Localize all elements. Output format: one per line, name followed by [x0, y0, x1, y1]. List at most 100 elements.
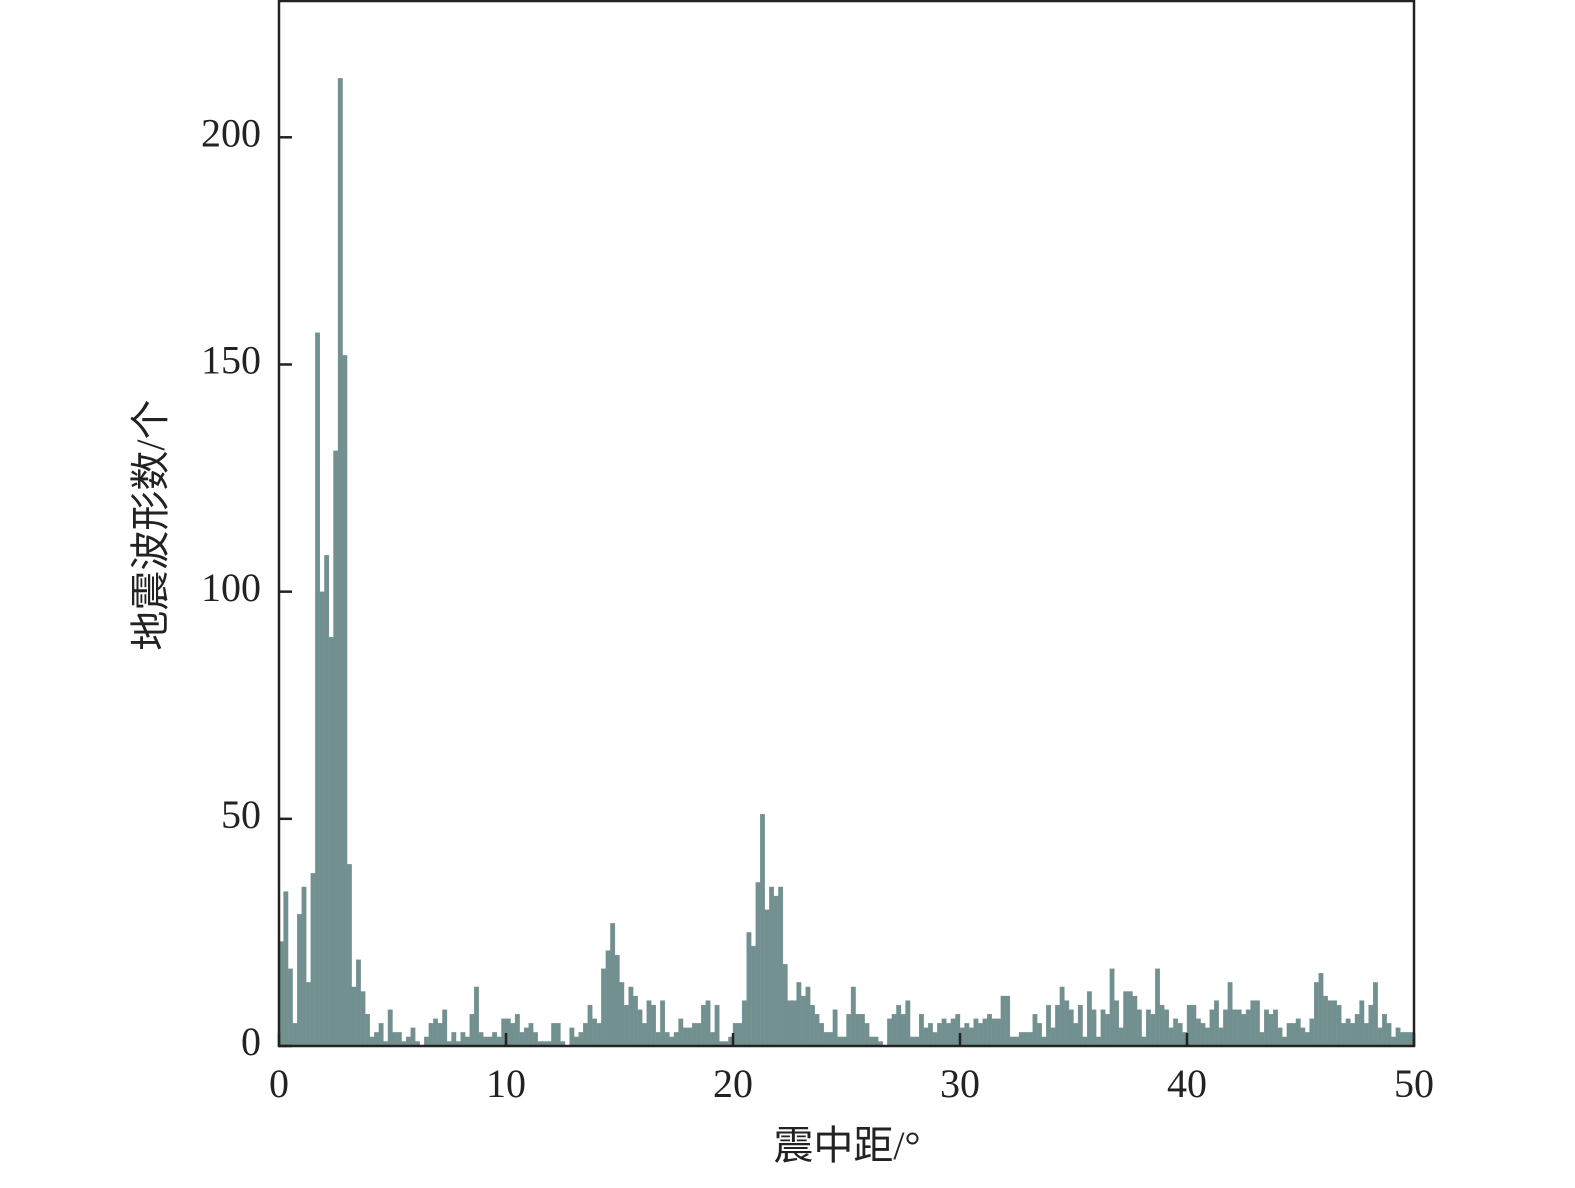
histogram-bar: [610, 923, 616, 1047]
histogram-bar: [319, 591, 325, 1047]
histogram-bar: [424, 1036, 429, 1047]
histogram-bar: [619, 982, 625, 1047]
histogram-bar: [1372, 982, 1378, 1047]
histogram-bar: [1027, 1032, 1033, 1047]
histogram-bar: [896, 1004, 902, 1047]
histogram-bar: [551, 1023, 557, 1047]
histogram-bar: [682, 1027, 688, 1047]
histogram-bar: [1214, 1000, 1219, 1047]
histogram-bar: [1382, 1014, 1387, 1047]
histogram-bar: [1096, 1036, 1101, 1047]
histogram-bar: [573, 1036, 579, 1047]
histogram-bar: [1091, 1009, 1097, 1047]
histogram-bar: [324, 555, 330, 1047]
histogram-bar: [1055, 1004, 1061, 1047]
x-tick-label: 0: [269, 1061, 289, 1106]
histogram-bar: [1077, 1004, 1083, 1047]
histogram-bar: [437, 1023, 443, 1047]
histogram-bar: [1109, 968, 1115, 1047]
histogram-bar: [392, 1032, 398, 1047]
plot-frame: [277, 0, 1416, 1048]
histogram-bar: [751, 945, 756, 1047]
histogram-bar: [1191, 1004, 1197, 1047]
histogram-bar: [714, 1004, 720, 1047]
histogram-bar: [378, 1023, 384, 1047]
histogram-bar: [1368, 1004, 1374, 1047]
histogram-bar: [346, 864, 352, 1047]
histogram-bar: [483, 1036, 488, 1047]
histogram-bar: [464, 1036, 470, 1047]
histogram-bar: [909, 1036, 915, 1047]
histogram-bar: [396, 1032, 402, 1047]
histogram-bar: [1363, 1023, 1369, 1047]
histogram-bar: [569, 1027, 575, 1047]
histogram-bar: [614, 954, 620, 1047]
histogram-bar: [914, 1036, 920, 1047]
histogram-bar: [1218, 1027, 1224, 1047]
histogram-bar: [297, 914, 302, 1047]
histogram-bar: [660, 1000, 666, 1047]
histogram-bar: [1391, 1036, 1396, 1047]
histogram-bar: [887, 1018, 893, 1047]
histogram-bar: [460, 1032, 466, 1047]
histogram-bar: [741, 1000, 747, 1047]
histogram-bar: [510, 1023, 516, 1047]
histogram-bar: [687, 1027, 693, 1047]
histogram-bar: [1254, 1000, 1260, 1047]
histogram-bar: [487, 1036, 493, 1047]
histogram-bar: [451, 1032, 457, 1047]
histogram-bar: [832, 1009, 838, 1047]
histogram-bar: [923, 1027, 929, 1047]
histogram-bar: [991, 1018, 997, 1047]
x-tick-label: 20: [713, 1061, 753, 1106]
histogram-bar: [333, 450, 339, 1047]
histogram-bar: [1354, 1014, 1360, 1047]
histogram-bar: [492, 1032, 498, 1047]
histogram-bar: [1241, 1014, 1247, 1047]
histogram-bar: [351, 986, 357, 1047]
histogram-bar: [474, 986, 479, 1047]
y-tick-label: 100: [201, 565, 261, 610]
histogram-bar: [932, 1032, 938, 1047]
histogram-bar: [533, 1032, 538, 1047]
histogram-bar: [1159, 1004, 1165, 1047]
histogram-bar: [905, 1000, 911, 1047]
histogram-bar: [469, 1014, 475, 1047]
histogram-bar: [583, 1023, 588, 1047]
histogram-bar: [287, 968, 293, 1047]
histogram-bar: [846, 1014, 852, 1047]
histogram-bar: [855, 1014, 861, 1047]
axes: 0 50 100 150 200 0 10 20 30 40 50: [201, 0, 1434, 1106]
histogram-bar: [1068, 1009, 1074, 1047]
histogram-bar: [1127, 991, 1133, 1047]
histogram-bar: [283, 891, 289, 1047]
histogram-bar: [1041, 1036, 1047, 1047]
histogram-bar: [837, 1036, 843, 1047]
histogram-bar: [1164, 1009, 1169, 1047]
histogram-bar: [669, 1036, 675, 1047]
histogram-bar: [673, 1032, 679, 1047]
histogram-bar: [1273, 1009, 1278, 1047]
histogram-bar: [1386, 1023, 1392, 1047]
histogram-bar: [1086, 991, 1092, 1047]
histogram-bar: [637, 1009, 643, 1047]
histogram-bar: [1132, 995, 1138, 1047]
histogram-bar: [1114, 1000, 1120, 1047]
y-tick-label: 150: [201, 338, 261, 383]
histogram-bar: [737, 1023, 743, 1047]
histogram-bar: [623, 1004, 629, 1047]
histogram-bar: [1059, 986, 1065, 1047]
histogram-bar: [1277, 1027, 1283, 1047]
histogram-bar: [1341, 1023, 1347, 1047]
histogram-bar: [1009, 1036, 1015, 1047]
histogram-bar: [764, 909, 770, 1047]
histogram-bar: [1313, 982, 1319, 1047]
histogram-bar: [1141, 1036, 1147, 1047]
histogram-bar: [819, 1023, 824, 1047]
histogram-bar: [315, 332, 321, 1047]
histogram-bar: [1395, 1027, 1401, 1047]
histogram-bar: [850, 986, 856, 1047]
histogram-bar: [1323, 995, 1328, 1047]
histogram-bar: [1205, 1027, 1210, 1047]
histogram-bar: [1032, 1014, 1038, 1047]
